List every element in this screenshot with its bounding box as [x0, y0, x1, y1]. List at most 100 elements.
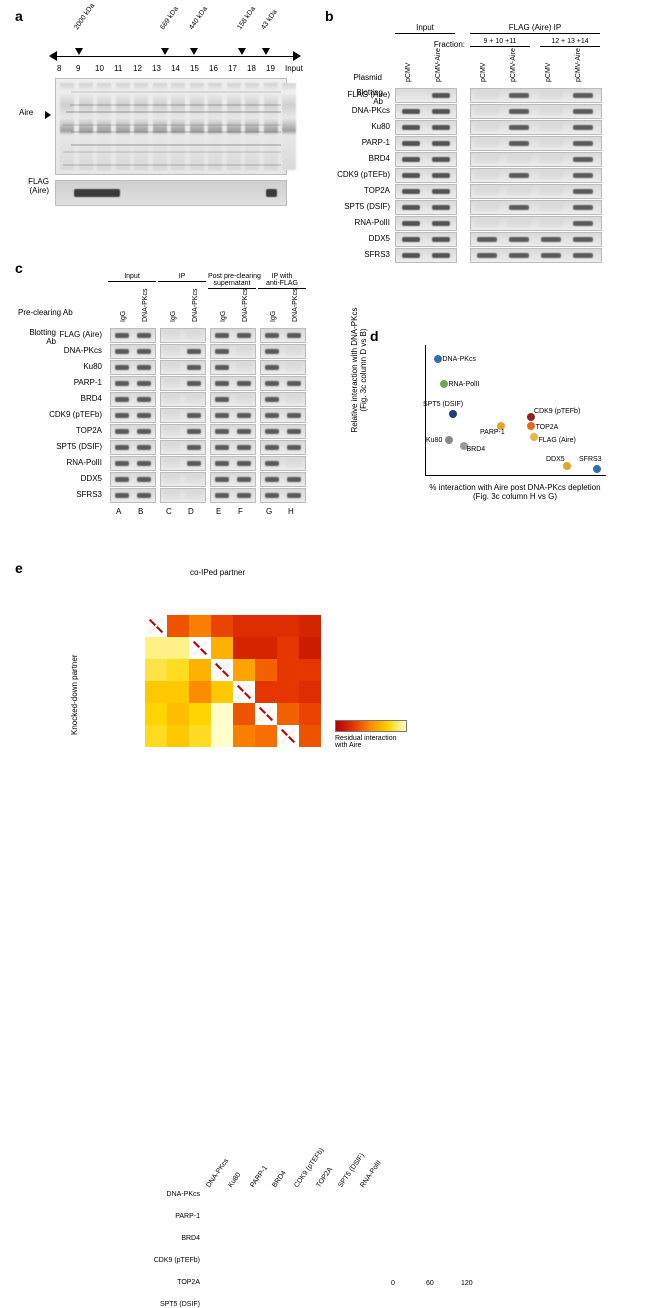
d-point-label: CDK9 (pTEFb) [534, 408, 580, 415]
heatmap-diag-cell [211, 659, 233, 681]
heatmap-cell [233, 615, 255, 637]
a-mw-tick [190, 48, 198, 55]
b-gel-strip [470, 216, 602, 231]
colorbar-tick: 120 [461, 1280, 473, 1287]
b-gel-strip [470, 120, 602, 135]
c-row-label: SPT5 (DSIF) [32, 442, 102, 451]
c-gel-strip [260, 408, 306, 423]
a-lane-number: 19 [266, 64, 275, 73]
heatmap-cell [167, 725, 189, 747]
d-point-label: FLAG (Aire) [539, 437, 576, 444]
d-point-label: SPT5 (DSIF) [423, 401, 463, 408]
b-gel-strip [470, 184, 602, 199]
c-gel-strip [260, 376, 306, 391]
e-row-label: TOP2A [120, 1279, 200, 1286]
b-plasmid-col: pCMV-Aire [575, 48, 582, 82]
b-plasmid-col: pCMV [545, 63, 552, 82]
d-xlabel: % interaction with Aire post DNA-PKcs de… [415, 483, 615, 501]
a-lane-number: 14 [171, 64, 180, 73]
heatmap-diag-cell [277, 725, 299, 747]
heatmap-cell [233, 659, 255, 681]
c-preclear-col: IgG [270, 311, 277, 322]
c-row-label: DDX5 [32, 474, 102, 483]
a-lane-number: 10 [95, 64, 104, 73]
b-gel-strip [470, 104, 602, 119]
c-gel-strip [110, 440, 156, 455]
d-point [593, 465, 601, 473]
b-plasmid-col: pCMV [405, 63, 412, 82]
c-row-label: PARP-1 [32, 378, 102, 387]
heatmap-cell [233, 637, 255, 659]
b-gel-strip [395, 152, 457, 167]
a-mw-label: 43 kDa [260, 9, 278, 31]
c-gel-strip [210, 440, 256, 455]
b-gel-strip [470, 248, 602, 263]
heatmap-cell [277, 703, 299, 725]
b-row-label: SFRS3 [335, 250, 390, 259]
b-row-label: DDX5 [335, 234, 390, 243]
heatmap-cell [167, 703, 189, 725]
c-gel-strip [160, 472, 206, 487]
heatmap-cell [189, 615, 211, 637]
d-ylabel: Relative interaction with DNA-PKcs (Fig.… [350, 300, 368, 440]
heatmap-cell [145, 681, 167, 703]
c-col-letter: G [266, 507, 272, 516]
a-lane-smear [190, 83, 204, 170]
colorbar-label: Residual interaction with Aire [335, 735, 396, 749]
b-fraction-2: 12 + 13 +14 [540, 38, 600, 47]
heatmap-cell [211, 681, 233, 703]
c-gel-strip [160, 328, 206, 343]
c-gel-strip [160, 440, 206, 455]
c-col-letter: A [116, 507, 121, 516]
b-gel-strip [470, 152, 602, 167]
c-gel-strip [210, 376, 256, 391]
c-gel-strip [160, 392, 206, 407]
d-point-label: BRD4 [467, 446, 486, 453]
d-point [563, 462, 571, 470]
d-point [440, 380, 448, 388]
c-gel-strip [110, 344, 156, 359]
a-lane-smear [282, 83, 296, 170]
a-lane-number: 17 [228, 64, 237, 73]
c-gel-strip [110, 456, 156, 471]
c-gel-strip [260, 424, 306, 439]
c-row-label: RNA-PolII [32, 458, 102, 467]
b-row-label: RNA-PolII [335, 218, 390, 227]
d-point-label: TOP2A [536, 424, 559, 431]
c-gel-strip [260, 344, 306, 359]
d-plot-area: DNA-PKcsRNA-PolIISPT5 (DSIF)CDK9 (pTEFb)… [425, 345, 606, 476]
panel-d: Relative interaction with DNA-PKcs (Fig.… [380, 335, 615, 515]
c-preclear-col: IgG [220, 311, 227, 322]
colorbar-tick: 0 [391, 1280, 395, 1287]
a-lane-smear [134, 83, 148, 170]
a-lane-number: 8 [57, 64, 61, 73]
c-gel-strip [210, 360, 256, 375]
a-mw-label: 669 kDa [160, 6, 181, 31]
d-point-label: Ku80 [426, 437, 442, 444]
b-gel-strip [395, 184, 457, 199]
c-gel-strip [260, 456, 306, 471]
panel-label-e: e [15, 560, 23, 576]
panel-label-b: b [325, 8, 334, 24]
c-preclear-col: IgG [170, 311, 177, 322]
b-gel-strip [395, 104, 457, 119]
colorbar-tick: 60 [426, 1280, 434, 1287]
c-gel-strip [210, 472, 256, 487]
c-gel-strip [110, 360, 156, 375]
heatmap-cell [233, 703, 255, 725]
a-lane-smear [79, 83, 93, 170]
c-gel-strip [260, 328, 306, 343]
heatmap-cell [255, 615, 277, 637]
e-row-label: BRD4 [120, 1235, 200, 1242]
panel-label-a: a [15, 8, 23, 24]
c-row-label: SFRS3 [32, 490, 102, 499]
c-gel-strip [110, 488, 156, 503]
b-plasmid-col: pCMV-Aire [510, 48, 517, 82]
heatmap-cell [145, 725, 167, 747]
c-col-letter: F [238, 507, 243, 516]
heatmap-cell [145, 637, 167, 659]
b-row-label: BRD4 [335, 154, 390, 163]
b-gel-strip [395, 136, 457, 151]
c-gel-strip [110, 408, 156, 423]
a-lane-smear [264, 83, 278, 170]
